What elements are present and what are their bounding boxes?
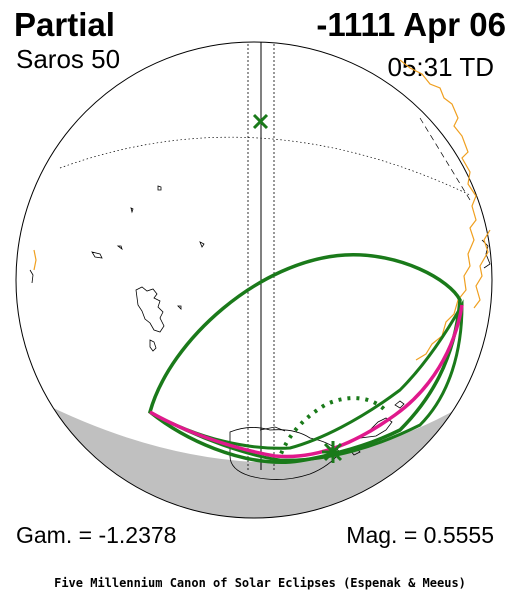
source-credit: Five Millennium Canon of Solar Eclipses …	[54, 576, 466, 590]
eclipse-type-title: Partial	[14, 6, 115, 43]
magnitude-value: Mag. = 0.5555	[346, 522, 494, 548]
saros-number: Saros 50	[16, 44, 121, 74]
dotted-eclipse-curve	[276, 396, 387, 463]
globe-outline	[15, 41, 493, 519]
eclipse-time: 05:31 TD	[387, 52, 494, 82]
gamma-value: Gam. = -1.2378	[16, 522, 177, 548]
latitude-arc	[59, 136, 471, 196]
central-meridian	[247, 42, 275, 470]
terminator-line	[419, 117, 471, 201]
eclipse-date: -1111 Apr 06	[316, 6, 506, 43]
eclipse-zone-coastlines	[33, 59, 491, 361]
greatest-eclipse-star-icon	[322, 441, 344, 463]
night-side-region	[16, 380, 492, 518]
sub-solar-x-icon	[252, 113, 269, 130]
